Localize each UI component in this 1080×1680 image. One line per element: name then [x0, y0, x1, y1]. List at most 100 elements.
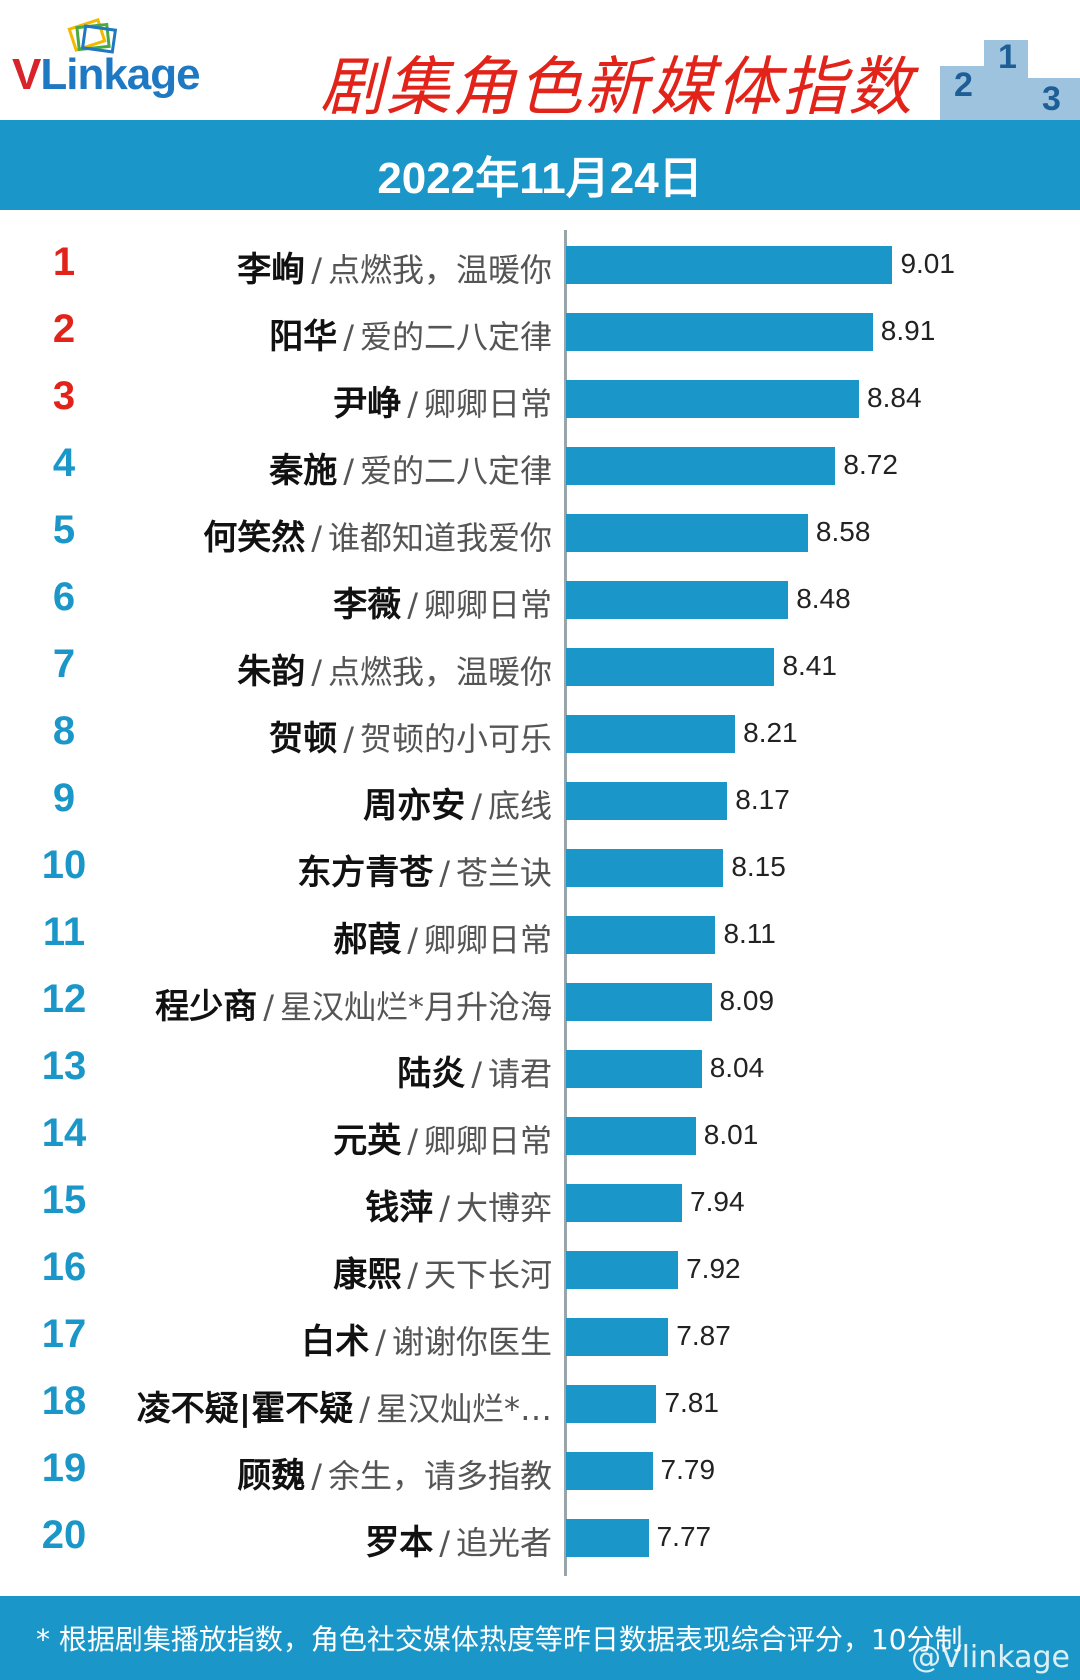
data-label: 9.01: [900, 248, 955, 279]
character-name: 钱萍: [365, 1188, 434, 1228]
rank-label: 20: [41, 1513, 87, 1557]
bar: [566, 313, 873, 351]
logo-text: VLinkage: [12, 50, 201, 100]
watermark: @Vlinkage: [911, 1640, 1070, 1675]
drama-title: 爱的二八定律: [359, 452, 552, 490]
chart-row: 2 阳华 / 爱的二八定律 8.91: [0, 297, 1080, 364]
separator: /: [407, 1122, 418, 1160]
bar: [566, 1117, 696, 1155]
character-name: 陆炎: [397, 1054, 466, 1094]
category-label: 元英 / 卿卿日常: [333, 1113, 552, 1162]
chart-row: 9 周亦安 / 底线 8.17: [0, 766, 1080, 833]
rank-label: 4: [52, 441, 76, 485]
separator: /: [359, 1390, 370, 1428]
character-name: 白术: [301, 1322, 370, 1362]
bar: [566, 246, 893, 284]
chart-row: 4 秦施 / 爱的二八定律 8.72: [0, 431, 1080, 498]
character-name: 李薇: [333, 585, 402, 625]
drama-title: 底线: [487, 787, 552, 825]
bar: [566, 1318, 669, 1356]
rank-label: 10: [41, 843, 87, 887]
y-axis-line: [564, 230, 567, 1576]
category-label: 康熙 / 天下长河: [333, 1247, 552, 1296]
bar: [566, 849, 724, 887]
bar: [566, 1050, 702, 1088]
bar: [566, 648, 775, 686]
data-label: 7.87: [676, 1320, 731, 1351]
character-name: 秦施: [269, 451, 338, 491]
separator: /: [439, 854, 450, 892]
date-bar: 2022年11月24日: [0, 120, 1080, 210]
bar: [566, 983, 712, 1021]
bar: [566, 581, 789, 619]
drama-title: 点燃我，温暖你: [327, 653, 552, 691]
drama-title: 卿卿日常: [423, 921, 552, 959]
data-label: 7.79: [660, 1454, 716, 1485]
separator: /: [407, 1256, 418, 1294]
chart-title: 剧集角色新媒体指数: [320, 51, 914, 125]
logo-v: V: [12, 50, 41, 99]
bar: [566, 1385, 657, 1423]
bar: [566, 1251, 679, 1289]
bar: [566, 916, 716, 954]
rank-label: 6: [52, 575, 76, 619]
rank-label: 1: [52, 240, 76, 284]
category-label: 李薇 / 卿卿日常: [333, 577, 552, 626]
chart-row: 6 李薇 / 卿卿日常 8.48: [0, 565, 1080, 632]
drama-title: 点燃我，温暖你: [327, 251, 552, 289]
data-label: 7.94: [690, 1186, 745, 1217]
character-name: 程少商: [155, 987, 258, 1027]
chart-row: 11 郝葭 / 卿卿日常 8.11: [0, 900, 1080, 967]
rank-label: 2: [52, 307, 76, 351]
bar: [566, 380, 860, 418]
separator: /: [407, 586, 418, 624]
character-name: 尹峥: [333, 384, 402, 424]
chart-row: 18 凌不疑|霍不疑 / 星汉灿烂*… 7.81: [0, 1369, 1080, 1436]
chart-row: 3 尹峥 / 卿卿日常 8.84: [0, 364, 1080, 431]
data-label: 8.48: [796, 583, 851, 614]
separator: /: [375, 1323, 386, 1361]
character-name: 罗本: [365, 1523, 434, 1563]
category-label: 朱韵 / 点燃我，温暖你: [237, 644, 552, 693]
category-label: 阳华 / 爱的二八定律: [269, 309, 552, 358]
chart-row: 16 康熙 / 天下长河 7.92: [0, 1235, 1080, 1302]
data-label: 8.17: [735, 784, 790, 815]
drama-title: 贺顿的小可乐: [359, 720, 552, 758]
drama-title: 卿卿日常: [423, 385, 552, 423]
separator: /: [311, 1457, 322, 1495]
character-name: 贺顿: [269, 719, 338, 759]
data-label: 8.01: [703, 1119, 759, 1150]
data-label: 8.21: [743, 717, 798, 748]
category-label: 秦施 / 爱的二八定律: [269, 443, 552, 492]
category-label: 顾魏 / 余生，请多指教: [237, 1448, 552, 1497]
category-label: 钱萍 / 大博弈: [365, 1180, 552, 1229]
separator: /: [407, 921, 418, 959]
separator: /: [311, 653, 322, 691]
podium-icon: 2 1 3: [940, 38, 1080, 120]
rank-label: 13: [41, 1044, 87, 1088]
rank-label: 9: [52, 776, 76, 820]
category-label: 何笑然 / 谁都知道我爱你: [203, 510, 552, 559]
drama-title: 余生，请多指教: [327, 1457, 552, 1495]
separator: /: [439, 1524, 450, 1562]
bar: [566, 782, 728, 820]
data-label: 7.81: [664, 1387, 719, 1418]
rank-label: 18: [41, 1379, 87, 1423]
character-name: 元英: [333, 1121, 402, 1161]
separator: /: [471, 787, 482, 825]
category-label: 周亦安 / 底线: [363, 778, 552, 827]
separator: /: [471, 1055, 482, 1093]
character-name: 郝葭: [333, 920, 402, 960]
category-label: 郝葭 / 卿卿日常: [333, 912, 552, 961]
chart-row: 14 元英 / 卿卿日常 8.01: [0, 1101, 1080, 1168]
data-label: 8.04: [709, 1052, 765, 1083]
data-label: 8.41: [782, 650, 837, 681]
drama-title: 爱的二八定律: [359, 318, 552, 356]
chart-row: 20 罗本 / 追光者 7.77: [0, 1503, 1080, 1570]
rank-label: 7: [52, 642, 76, 686]
separator: /: [311, 251, 322, 289]
separator: /: [311, 519, 322, 557]
category-label: 尹峥 / 卿卿日常: [333, 376, 552, 425]
chart-row: 8 贺顿 / 贺顿的小可乐 8.21: [0, 699, 1080, 766]
